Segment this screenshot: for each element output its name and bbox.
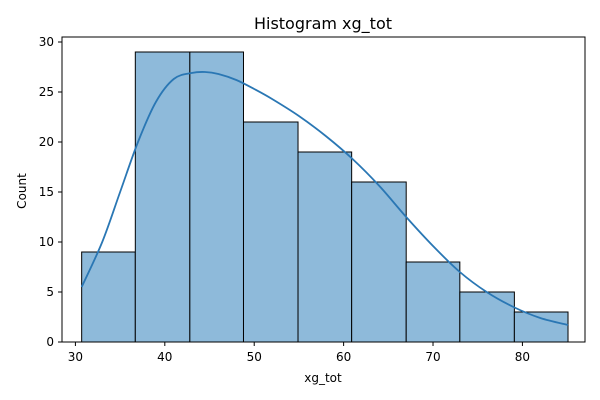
x-tick-label: 70: [425, 350, 440, 364]
histogram-bars: [81, 51, 569, 343]
kde-curve: [80, 71, 569, 326]
histogram-bar-2: [134, 51, 191, 343]
y-tick-label: 20: [39, 135, 54, 149]
x-tick-label: 30: [68, 350, 83, 364]
y-tick-label: 0: [46, 335, 54, 349]
y-tick-label: 25: [39, 85, 54, 99]
x-axis-label: xg_tot: [304, 371, 342, 385]
plot-frame: [61, 36, 586, 343]
y-tick-label: 15: [39, 185, 54, 199]
y-axis-ticks: 0 5 10 15 20 25 30: [39, 35, 62, 349]
histogram-bar-3: [189, 51, 244, 343]
x-tick-label: 50: [247, 350, 262, 364]
histogram-bar-4: [242, 121, 299, 343]
histogram-bar-5: [297, 151, 353, 343]
histogram-bar-1: [81, 251, 136, 343]
histogram-bar-8: [459, 291, 515, 343]
x-tick-label: 60: [336, 350, 351, 364]
histogram-bar-6: [351, 181, 407, 343]
histogram-bar-7: [405, 261, 461, 343]
y-tick-label: 10: [39, 235, 54, 249]
x-axis-ticks: 30 40 50 60 70 80: [68, 342, 530, 364]
y-tick-label: 5: [46, 285, 54, 299]
chart-title: Histogram xg_tot: [254, 14, 392, 34]
x-tick-label: 80: [515, 350, 530, 364]
y-tick-label: 30: [39, 35, 54, 49]
y-axis-label: Count: [15, 173, 29, 209]
histogram-bar-9: [513, 311, 569, 343]
x-tick-label: 40: [157, 350, 172, 364]
